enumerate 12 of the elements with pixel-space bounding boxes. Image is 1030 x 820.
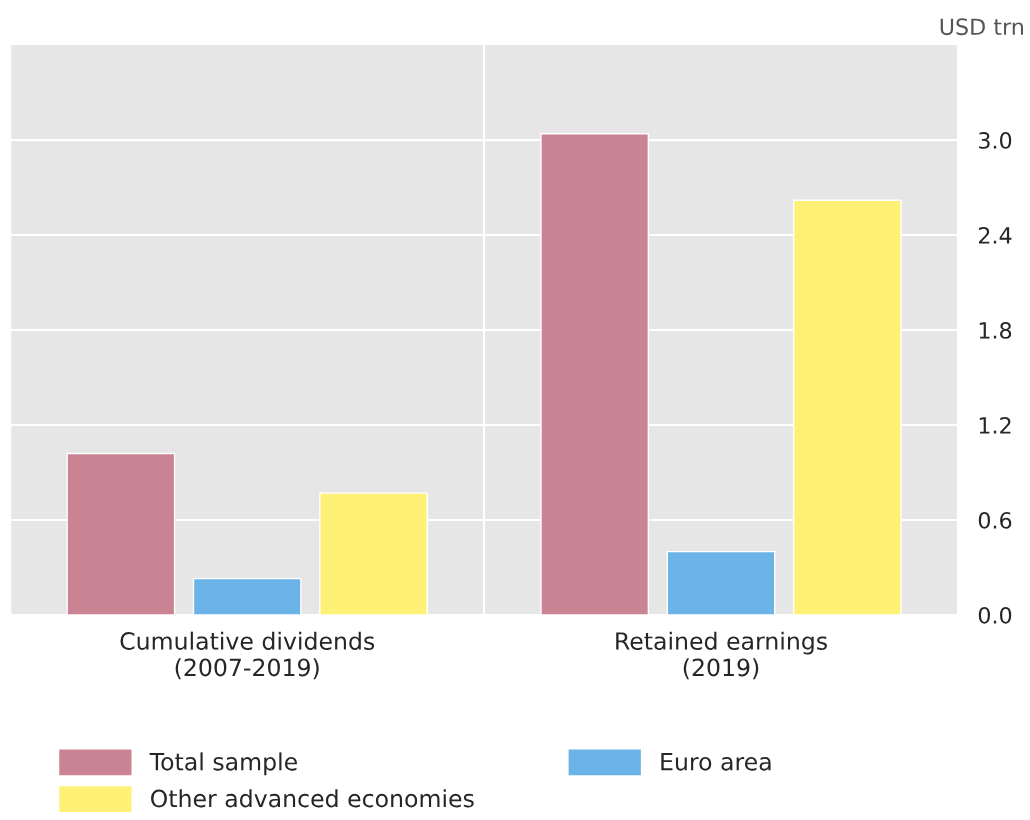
legend-label: Total sample (149, 752, 297, 776)
x-tick-label: Cumulative dividends (2007-2019) (120, 631, 375, 680)
y-tick-label: 0.6 (978, 511, 1012, 529)
y-tick-label: 1.2 (979, 416, 1011, 434)
y-tick-label: 1.8 (979, 322, 1012, 339)
y-tick-label: 0.0 (978, 606, 1012, 624)
legend-label: Euro area (661, 753, 771, 771)
x-tick-label: Retained earnings (2019) (616, 631, 827, 680)
y-tick-label: 2.4 (978, 227, 1012, 244)
text: USD trn (940, 18, 1023, 36)
y-tick-label: 3.0 (979, 132, 1012, 149)
legend-label: Other advanced economies (151, 789, 474, 808)
